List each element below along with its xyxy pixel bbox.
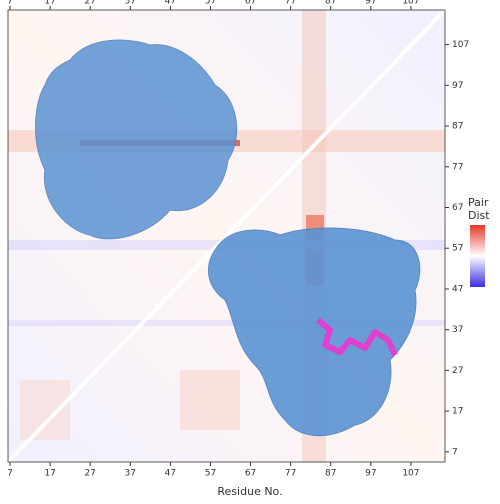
x-tick-label: 47 — [165, 0, 176, 7]
x-tick-label: 47 — [165, 469, 176, 479]
y-tick-label: 47 — [452, 284, 463, 294]
x-axis-label: Residue No. — [217, 485, 282, 498]
diagonal — [6, 8, 447, 464]
y-tick-label: 17 — [452, 407, 463, 417]
x-tick-label: 107 — [402, 0, 419, 7]
x-tick-label: 77 — [285, 0, 296, 7]
colorbar-label: Pair — [468, 196, 489, 209]
x-tick-label: 37 — [125, 469, 136, 479]
heatmap-band — [20, 380, 70, 440]
x-tick-label: 97 — [365, 469, 376, 479]
x-tick-label: 67 — [245, 0, 256, 7]
x-tick-label: 7 — [7, 0, 13, 7]
protein-surface — [35, 39, 238, 240]
y-tick-label: 67 — [452, 203, 463, 213]
x-tick-label: 57 — [205, 469, 216, 479]
heatmap-band — [8, 320, 445, 326]
x-tick-label: 17 — [44, 469, 55, 479]
y-tick-label: 37 — [452, 325, 463, 335]
ligand — [316, 317, 398, 357]
y-tick-label: 7 — [452, 447, 458, 457]
colorbar-label: Dist — [468, 209, 490, 222]
heatmap-band — [180, 370, 240, 430]
x-tick-label: 27 — [84, 0, 95, 7]
y-tick-label: 27 — [452, 366, 463, 376]
colorbar — [470, 225, 485, 287]
x-tick-label: 107 — [402, 469, 419, 479]
y-tick-label: 87 — [452, 122, 463, 132]
x-tick-label: 37 — [125, 0, 136, 7]
x-tick-label: 97 — [365, 0, 376, 7]
y-tick-label: 57 — [452, 244, 463, 254]
x-tick-label: 87 — [325, 469, 336, 479]
x-tick-label: 77 — [285, 469, 296, 479]
x-tick-label: 87 — [325, 0, 336, 7]
y-tick-label: 107 — [452, 40, 469, 50]
plot-frame — [7, 9, 446, 463]
x-tick-label: 57 — [205, 0, 216, 7]
y-tick-label: 77 — [452, 162, 463, 172]
x-tick-label: 27 — [84, 469, 95, 479]
heatmap-area — [6, 8, 447, 464]
x-tick-label: 17 — [44, 0, 55, 7]
y-tick-label: 97 — [452, 81, 463, 91]
protein-surface — [207, 227, 421, 437]
x-tick-label: 67 — [245, 469, 256, 479]
x-tick-label: 7 — [7, 469, 13, 479]
